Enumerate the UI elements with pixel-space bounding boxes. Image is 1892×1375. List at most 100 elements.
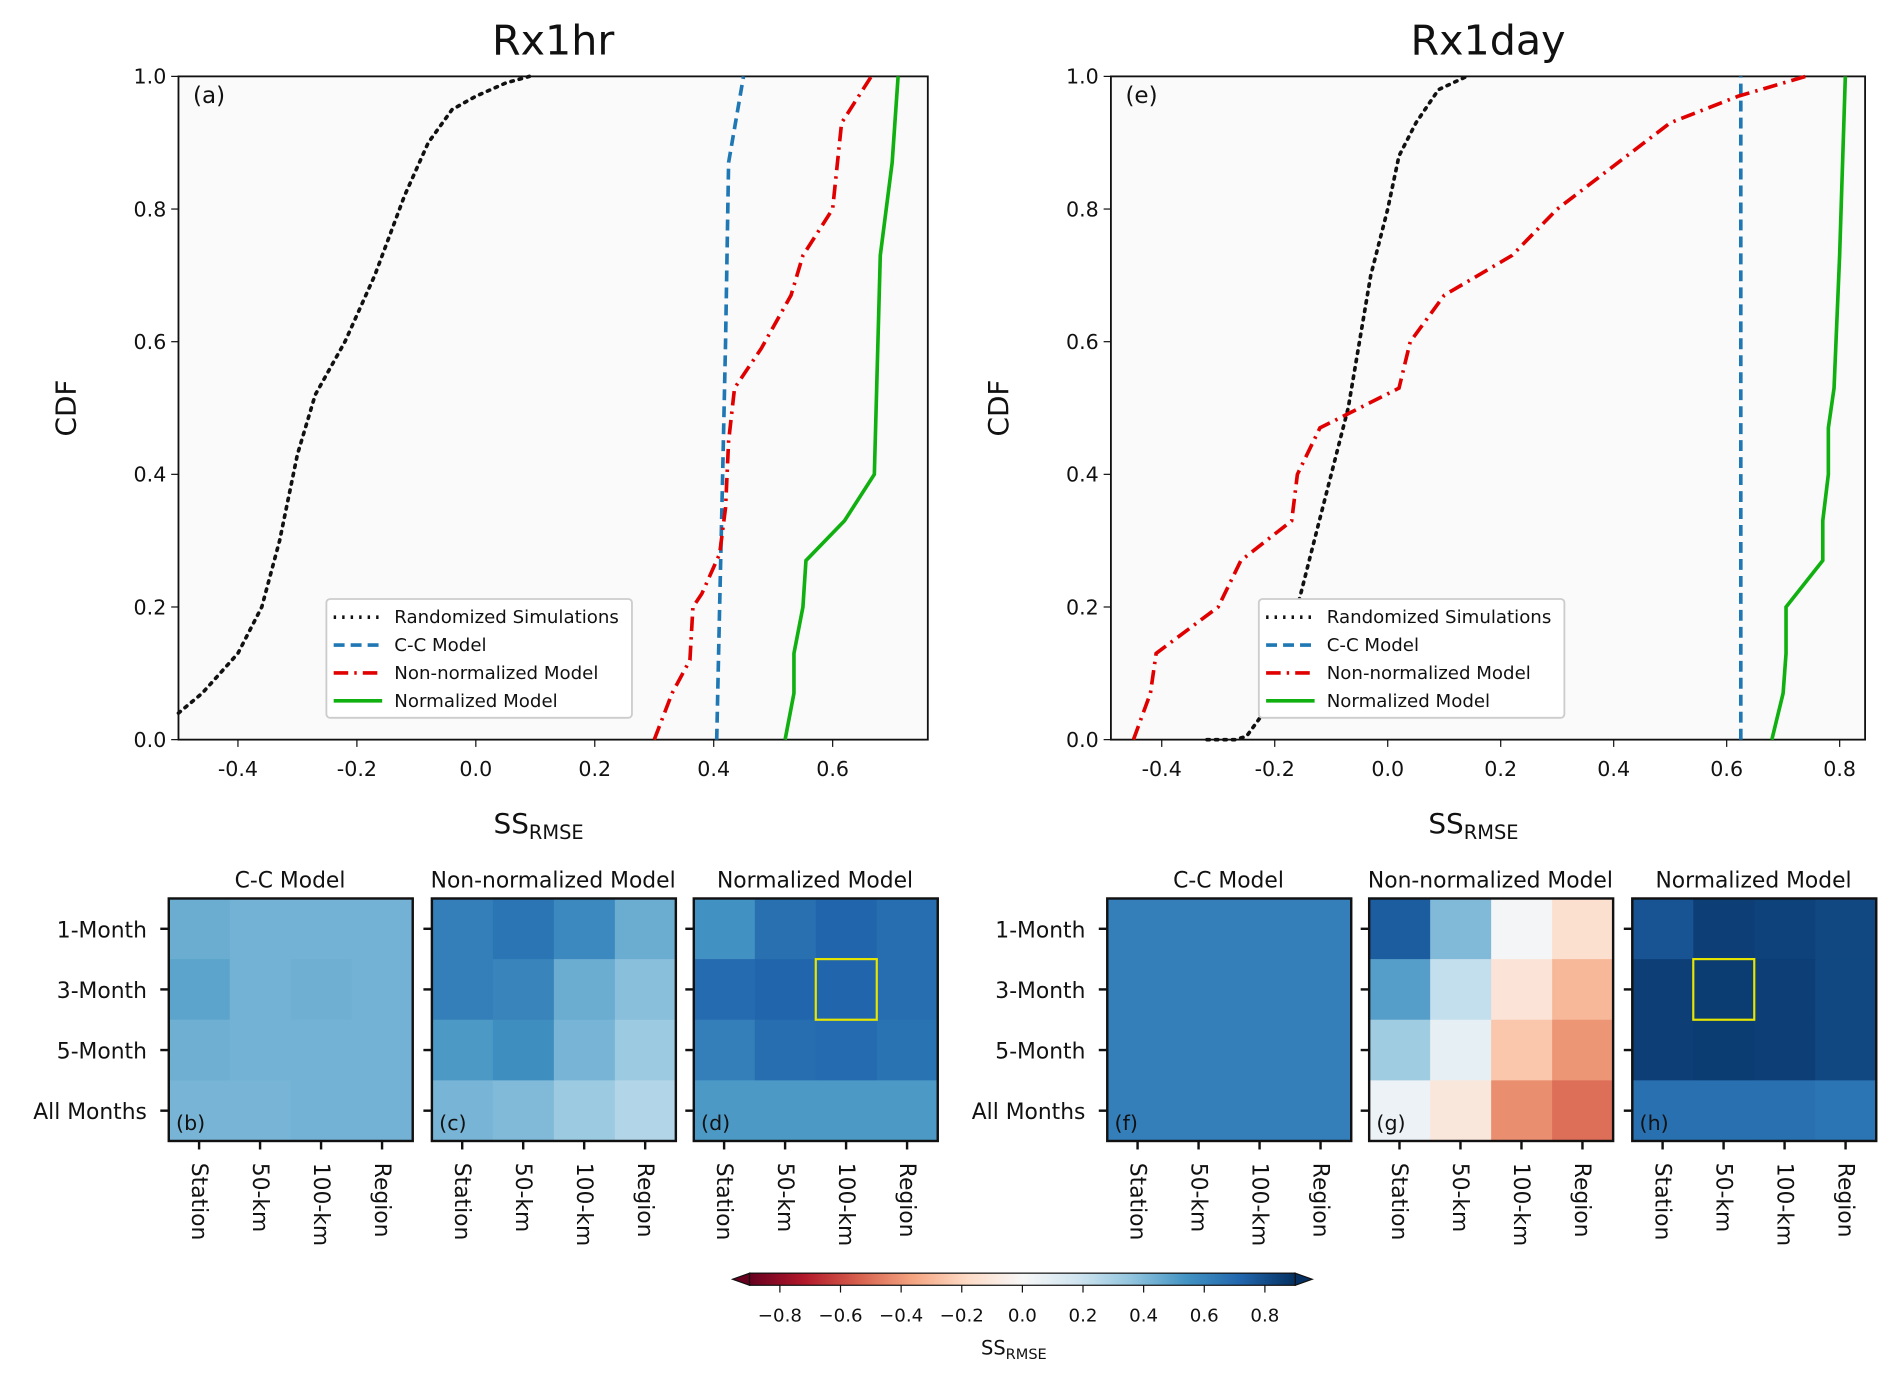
- row-label: All Months: [33, 1100, 147, 1125]
- heatmap-frame: [430, 897, 678, 1143]
- column-label: Region: [1832, 1163, 1857, 1238]
- highlight-box: [814, 958, 878, 1021]
- heatmap-title: Normalized Model: [717, 869, 913, 894]
- heatmap-cell: [1491, 1019, 1553, 1081]
- colorbar-tick-label: 0.8: [1250, 1306, 1279, 1327]
- heatmap-cell: [1430, 1080, 1492, 1142]
- heatmap-cell: [1632, 898, 1694, 960]
- row-label: 3-Month: [995, 979, 1085, 1004]
- heatmap-title: Normalized Model: [1655, 869, 1851, 894]
- heatmap-title: Non-normalized Model: [1368, 869, 1613, 894]
- series-line-non-normalized-model: [652, 75, 873, 741]
- y-tick-label: 0.6: [1066, 330, 1099, 354]
- heatmap-cell: [1369, 1080, 1431, 1142]
- chart-title: Rx1hr: [492, 17, 614, 65]
- heatmap-cell: [614, 1019, 677, 1081]
- heatmap-cell: [1168, 1019, 1230, 1081]
- row-label: 1-Month: [995, 918, 1085, 943]
- colorbar: −0.8 −0.6 −0.4 −0.2 0.0 0.2 0.4 0.6 0.8 SSRMSE: [730, 1272, 1314, 1363]
- panel-label: (c): [439, 1111, 466, 1135]
- heatmap-cell: [1229, 959, 1291, 1021]
- y-tick-label: 0.6: [134, 330, 167, 354]
- series-line-normalized-model: [783, 76, 900, 740]
- column-label: Station: [449, 1163, 474, 1241]
- legend-box: [1257, 598, 1566, 719]
- heatmap-cell: [229, 1080, 292, 1142]
- row-label: 1-Month: [57, 918, 147, 943]
- heatmap-cell: [553, 959, 616, 1021]
- column-label: Region: [1569, 1163, 1594, 1238]
- heatmap-cell: [351, 1019, 414, 1081]
- legend-box: [325, 598, 633, 719]
- legend-entry: Randomized Simulations: [394, 607, 619, 628]
- heatmap-cell: [168, 1080, 231, 1142]
- x-axis-label-main: SS: [494, 807, 529, 840]
- heatmap-cell: [1552, 898, 1614, 960]
- series-line-normalized-model: [1770, 76, 1848, 741]
- y-tick-label: 0.8: [1066, 197, 1099, 221]
- panel-label: (b): [176, 1111, 205, 1135]
- heatmap-cell: [553, 1019, 616, 1081]
- heatmap-cell: [229, 959, 292, 1021]
- column-label: 50-km: [1447, 1163, 1472, 1233]
- x-tick-label: -0.4: [1142, 757, 1182, 781]
- heatmap-cell: [693, 1019, 756, 1081]
- column-label: 100-km: [1246, 1163, 1271, 1246]
- colorbar-extend-high: [1294, 1272, 1314, 1287]
- colorbar-label-main: SS: [981, 1336, 1006, 1359]
- heatmap-cell: [614, 1080, 677, 1142]
- heatmap-title: C-C Model: [235, 869, 346, 894]
- heatmap-cell: [754, 959, 817, 1021]
- heatmap-cell: [876, 959, 939, 1021]
- heatmap-cell: [754, 898, 817, 960]
- heatmap-cell: [431, 1019, 494, 1081]
- heatmap-cell: [815, 1019, 878, 1081]
- heatmap-cell: [1491, 898, 1553, 960]
- heatmap-cell: [1430, 959, 1492, 1021]
- series-line-non-normalized-model: [1131, 74, 1807, 741]
- panel-label: (a): [193, 83, 225, 109]
- heatmap-cell: [1290, 898, 1352, 960]
- heatmap-cell: [1632, 1019, 1694, 1081]
- panel-label: (d): [701, 1111, 730, 1135]
- column-label: 50-km: [247, 1163, 272, 1233]
- legend-entry: Normalized Model: [394, 691, 557, 712]
- y-tick-label: 0.2: [134, 595, 167, 619]
- colorbar-tick-label: −0.4: [879, 1306, 923, 1327]
- heatmap-cell: [1290, 959, 1352, 1021]
- heatmap-cell: [492, 1080, 555, 1142]
- heatmap-cell: [1369, 959, 1431, 1021]
- y-tick-label: 0.4: [1066, 463, 1099, 487]
- legend-entry: C-C Model: [394, 635, 486, 656]
- panel-label: (h): [1640, 1111, 1669, 1135]
- heatmap-cell: [1369, 898, 1431, 960]
- series-line-c-c-model: [714, 76, 746, 740]
- heatmap-cell: [815, 1080, 878, 1142]
- panel-label: (f): [1115, 1111, 1138, 1135]
- colorbar-tick-label: 0.2: [1069, 1306, 1098, 1327]
- colorbar-tick-label: −0.8: [758, 1306, 802, 1327]
- heatmap-cell: [1168, 898, 1230, 960]
- heatmap-cell: [229, 898, 292, 960]
- heatmap-cell: [1107, 1080, 1169, 1142]
- column-label: 100-km: [833, 1163, 858, 1246]
- heatmap-cell: [693, 1080, 756, 1142]
- heatmap-cell: [1693, 1019, 1755, 1081]
- heatmap-cell: [553, 1080, 616, 1142]
- heatmap-cell: [1430, 1019, 1492, 1081]
- x-tick-label: 0.2: [1484, 757, 1517, 781]
- cdf-panel-rx1hr: Rx1hr (a) -0.4 -0.2 0.0 0.2 0.4 0.6 0.0 0.2 0.4 0.6…: [49, 17, 929, 844]
- heatmap-cell: [693, 959, 756, 1021]
- x-tick-label: 0.2: [578, 757, 611, 781]
- row-label: All Months: [972, 1100, 1086, 1125]
- heatmap-cell: [1229, 1080, 1291, 1142]
- heatmap-cell: [1491, 959, 1553, 1021]
- cdf-panel-rx1day: Rx1day (e) -0.4 -0.2 0.0 0.2 0.4 0.6 0.8 0.0 0.2 0.…: [982, 17, 1867, 844]
- heatmap-cell: [614, 898, 677, 960]
- heatmap-title: Non-normalized Model: [431, 869, 676, 894]
- heatmap-cell: [290, 959, 353, 1021]
- heatmap-cell: [876, 1080, 939, 1142]
- heatmap-cell: [431, 898, 494, 960]
- column-label: Region: [632, 1163, 657, 1238]
- heatmap-frame: [692, 897, 939, 1143]
